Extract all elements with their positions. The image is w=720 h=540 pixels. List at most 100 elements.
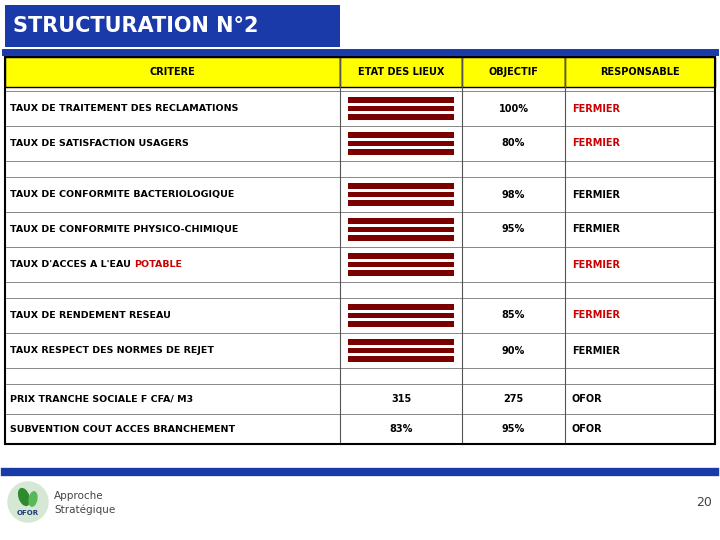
Bar (462, 126, 565, 161)
Text: 90%: 90% (502, 346, 525, 355)
Text: STRUCTURATION N°2: STRUCTURATION N°2 (13, 16, 258, 36)
Bar (462, 91, 565, 126)
Text: TAUX DE RENDEMENT RESEAU: TAUX DE RENDEMENT RESEAU (10, 311, 171, 320)
Bar (565, 126, 715, 161)
Bar (462, 384, 565, 414)
Bar (348, 138, 454, 141)
Circle shape (8, 482, 48, 522)
Bar (348, 232, 454, 235)
Bar (462, 247, 565, 282)
Text: POTABLE: POTABLE (134, 260, 182, 269)
Text: 95%: 95% (502, 225, 525, 234)
Bar (348, 132, 454, 155)
Bar (340, 414, 462, 444)
Bar (5, 333, 340, 368)
Bar (5, 57, 340, 87)
Bar (565, 247, 715, 282)
Bar (565, 384, 715, 414)
Text: OFOR: OFOR (572, 394, 603, 404)
Bar (462, 212, 565, 247)
Bar (340, 177, 462, 212)
Bar (5, 5, 340, 47)
Text: FERMIER: FERMIER (572, 104, 620, 113)
Bar (348, 218, 454, 241)
Bar (565, 177, 715, 212)
Bar (340, 247, 462, 282)
Text: 83%: 83% (390, 424, 413, 434)
Bar (348, 339, 454, 362)
Bar (348, 97, 454, 120)
Bar (348, 304, 454, 327)
Bar (340, 57, 462, 87)
Bar (565, 91, 715, 126)
Text: TAUX DE SATISFACTION USAGERS: TAUX DE SATISFACTION USAGERS (10, 139, 189, 148)
Bar (462, 298, 565, 333)
Text: FERMIER: FERMIER (572, 260, 620, 269)
Bar (565, 414, 715, 444)
Bar (348, 111, 454, 113)
Text: PRIX TRANCHE SOCIALE F CFA/ M3: PRIX TRANCHE SOCIALE F CFA/ M3 (10, 395, 193, 403)
Bar (462, 57, 565, 87)
Text: OFOR: OFOR (17, 510, 39, 516)
Text: ETAT DES LIEUX: ETAT DES LIEUX (358, 67, 444, 77)
Bar (348, 353, 454, 356)
Text: TAUX DE CONFORMITE BACTERIOLOGIQUE: TAUX DE CONFORMITE BACTERIOLOGIQUE (10, 190, 235, 199)
Bar (340, 384, 462, 414)
Bar (565, 298, 715, 333)
Bar (565, 333, 715, 368)
Bar (348, 190, 454, 192)
Bar (5, 247, 340, 282)
Bar (340, 212, 462, 247)
Bar (462, 177, 565, 212)
Bar (348, 310, 454, 313)
Bar (348, 253, 454, 276)
Bar (5, 177, 340, 212)
Text: 98%: 98% (502, 190, 525, 199)
Bar (5, 57, 715, 444)
Text: TAUX DE CONFORMITE PHYSICO-CHIMIQUE: TAUX DE CONFORMITE PHYSICO-CHIMIQUE (10, 225, 238, 234)
Bar (5, 91, 340, 126)
Bar (348, 318, 454, 321)
Text: 95%: 95% (502, 424, 525, 434)
Text: 20: 20 (696, 496, 712, 509)
Text: OBJECTIF: OBJECTIF (489, 67, 539, 77)
Bar (348, 259, 454, 262)
Bar (348, 146, 454, 148)
Bar (340, 91, 462, 126)
Bar (565, 212, 715, 247)
Bar (340, 126, 462, 161)
Text: 275: 275 (503, 394, 523, 404)
Ellipse shape (28, 491, 37, 507)
Text: FERMIER: FERMIER (572, 138, 620, 149)
Bar (340, 298, 462, 333)
Text: TAUX RESPECT DES NORMES DE REJET: TAUX RESPECT DES NORMES DE REJET (10, 346, 214, 355)
Text: 80%: 80% (502, 138, 525, 149)
Text: OFOR: OFOR (572, 424, 603, 434)
Text: Stratégique: Stratégique (54, 505, 115, 515)
Ellipse shape (18, 488, 30, 506)
Text: FERMIER: FERMIER (572, 346, 620, 355)
Bar (348, 267, 454, 269)
Text: RESPONSABLE: RESPONSABLE (600, 67, 680, 77)
Bar (5, 212, 340, 247)
Bar (348, 346, 454, 348)
Bar (348, 103, 454, 106)
Text: FERMIER: FERMIER (572, 225, 620, 234)
Bar (5, 414, 340, 444)
Text: FERMIER: FERMIER (572, 190, 620, 199)
Text: TAUX DE TRAITEMENT DES RECLAMATIONS: TAUX DE TRAITEMENT DES RECLAMATIONS (10, 104, 238, 113)
Bar (5, 384, 340, 414)
Text: CRITERE: CRITERE (150, 67, 195, 77)
Bar (348, 224, 454, 227)
Text: FERMIER: FERMIER (572, 310, 620, 321)
Bar (565, 57, 715, 87)
Bar (462, 414, 565, 444)
Bar (348, 183, 454, 206)
Text: 100%: 100% (498, 104, 528, 113)
Bar (462, 333, 565, 368)
Text: 85%: 85% (502, 310, 525, 321)
Text: TAUX D'ACCES A L'EAU: TAUX D'ACCES A L'EAU (10, 260, 134, 269)
Text: Approche: Approche (54, 491, 104, 501)
Bar (348, 197, 454, 200)
Bar (5, 126, 340, 161)
